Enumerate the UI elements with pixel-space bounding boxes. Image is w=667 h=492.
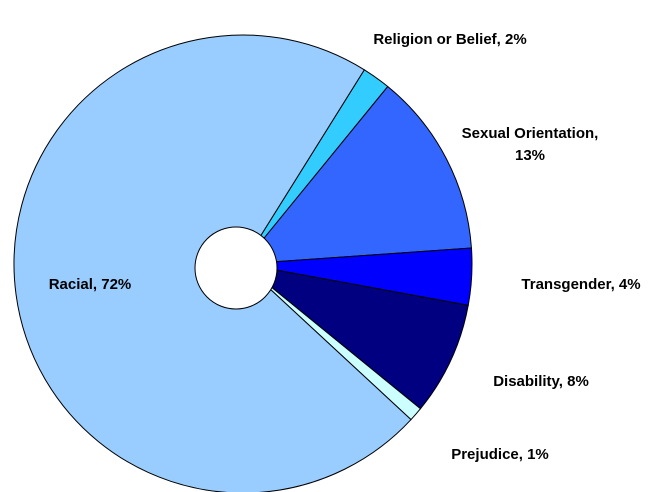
- pie-slice: [242, 263, 469, 410]
- slice-label: Transgender, 4%: [521, 276, 641, 293]
- donut-hole: [194, 226, 278, 310]
- slice-label: Religion or Belief, 2%: [373, 31, 527, 48]
- slice-label: Racial, 72%: [48, 276, 132, 293]
- slice-label: Prejudice, 1%: [451, 446, 549, 463]
- slice-label: Disability, 8%: [493, 373, 589, 390]
- pie-slice: [241, 85, 472, 265]
- slice-label: Sexual Orientation, 13%: [461, 125, 599, 164]
